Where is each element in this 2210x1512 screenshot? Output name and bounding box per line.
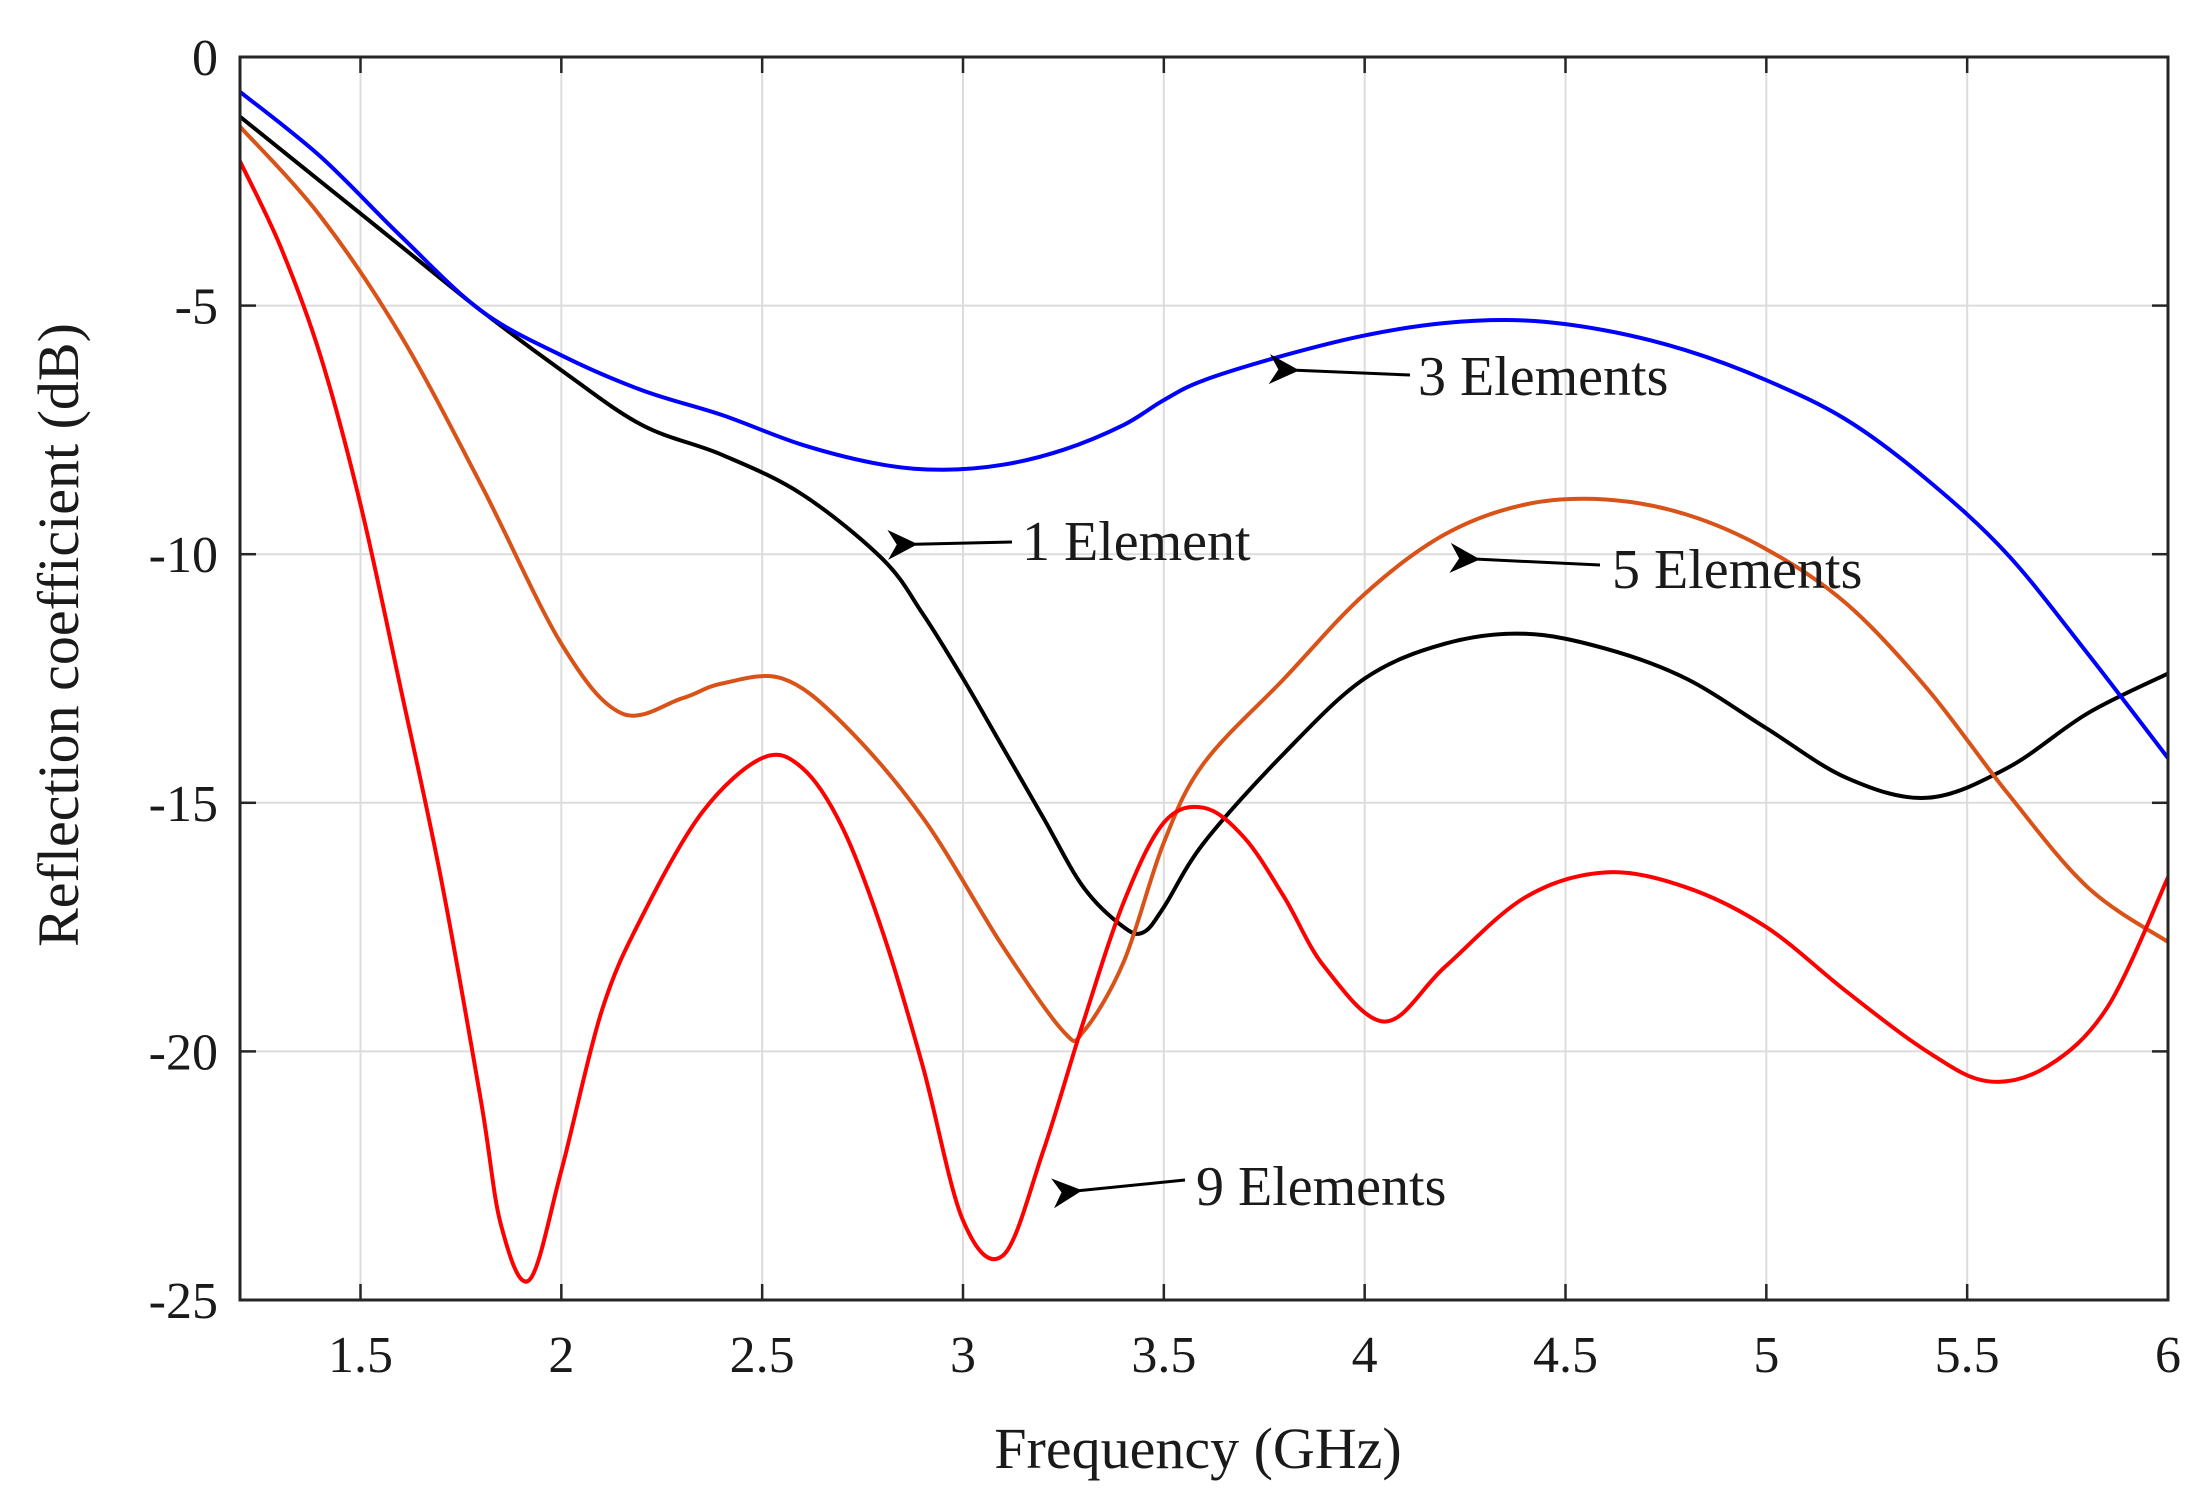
y-tick-label: -25 <box>149 1273 218 1330</box>
series-group <box>240 89 2168 1284</box>
x-tick-label: 3.5 <box>1131 1327 1196 1384</box>
y-tick-label: 0 <box>192 30 218 87</box>
plot-frame <box>238 55 2170 1302</box>
y-tick-label: -20 <box>149 1024 218 1081</box>
plot-background <box>240 57 2168 1300</box>
x-tick-label: 5.5 <box>1935 1327 2000 1384</box>
annotation-label-5-elements: 5 Elements <box>1612 539 1862 601</box>
annotation-arrow-3-elements <box>1268 354 1411 385</box>
x-tick-label: 4.5 <box>1533 1327 1598 1384</box>
y-axis-label: Reflection coefficient (dB) <box>26 323 91 947</box>
series-line-1-element <box>240 114 2168 936</box>
x-axis-label: Frequency (GHz) <box>994 1416 1401 1481</box>
axis-ticks: 1.5 2 2.5 3 3.5 4 4.5 5 5.5 6 0 -5 -10 -15 -20 -25 <box>149 30 2181 1384</box>
series-line-3-elements <box>240 89 2168 761</box>
series-line-5-elements <box>240 124 2168 1044</box>
annotation-arrow-5-elements <box>1449 542 1601 573</box>
annotations: 3 Elements 1 Element 5 Elements 9 Elements <box>887 346 1862 1218</box>
x-tick-label: 2 <box>548 1327 574 1384</box>
y-tick-label: -15 <box>149 776 218 833</box>
annotation-arrow-9-elements <box>1051 1178 1186 1209</box>
x-tick-label: 6 <box>2155 1327 2181 1384</box>
annotation-label-3-elements: 3 Elements <box>1418 346 1668 408</box>
x-tick-label: 4 <box>1352 1327 1378 1384</box>
y-tick-label: -5 <box>175 279 218 336</box>
x-tick-label: 1.5 <box>328 1327 393 1384</box>
x-tick-label: 2.5 <box>730 1327 795 1384</box>
annotation-label-9-elements: 9 Elements <box>1196 1156 1446 1218</box>
x-tick-label: 3 <box>950 1327 976 1384</box>
x-tick-label: 5 <box>1753 1327 1779 1384</box>
annotation-label-1-element: 1 Element <box>1022 511 1251 573</box>
y-tick-label: -10 <box>149 527 218 584</box>
series-line-9-elements <box>240 159 2168 1284</box>
annotation-arrow-1-element <box>887 529 1013 560</box>
